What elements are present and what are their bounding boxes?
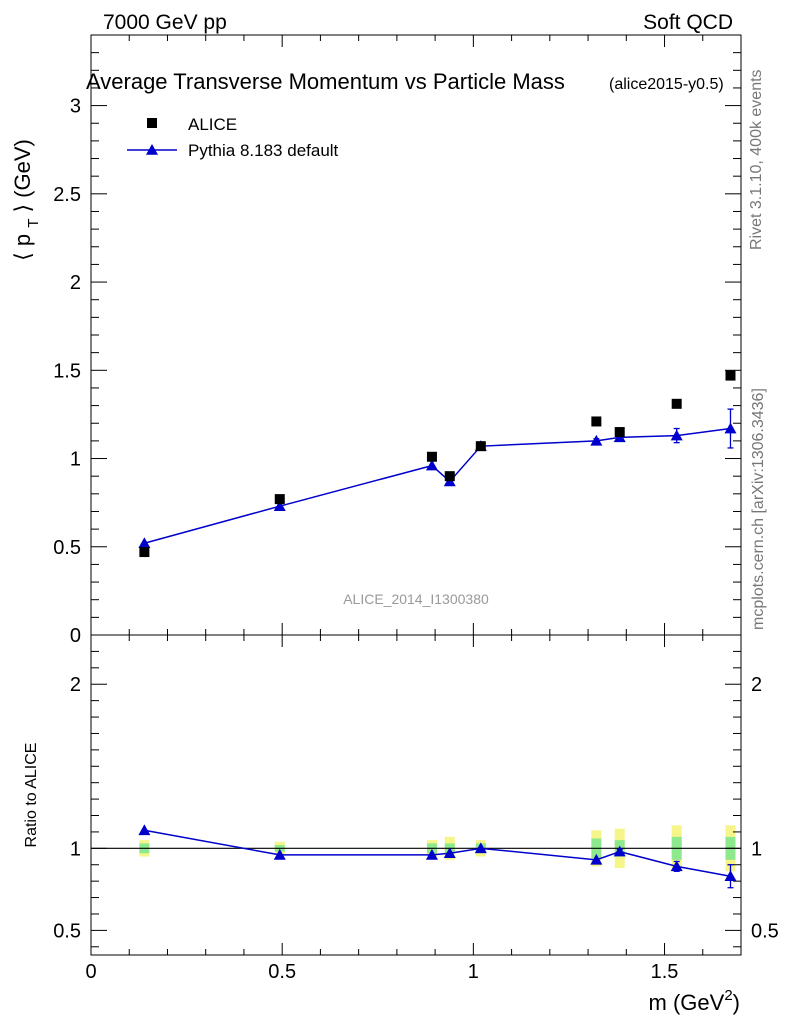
pythia-ratio-point <box>613 845 626 857</box>
ratio-plot-frame <box>90 634 742 956</box>
main-y-tick-label: 3 <box>70 96 81 118</box>
rivet-label: Rivet 3.1.10, 400k events <box>748 69 765 250</box>
x-tick-label: 1 <box>468 961 479 983</box>
alice-point <box>671 398 682 409</box>
main-y-tick-label: 2.5 <box>53 184 81 206</box>
main-y-tick-label: 1 <box>70 449 81 471</box>
alice-point <box>725 370 736 381</box>
main-panel: 0 0.5 1 1.5 2 2.5 3 ⟨ p T ⟩ (GeV) ALICE_2014_I… <box>10 34 742 647</box>
legend-pythia-marker <box>146 144 158 155</box>
ratio-y-axis-label: Ratio to ALICE <box>23 743 40 848</box>
legend-pythia-label: Pythia 8.183 default <box>188 141 339 160</box>
main-y-axis-label: ⟨ p T ⟩ (GeV) <box>10 139 42 261</box>
alice-point <box>139 547 150 558</box>
ratio-y-tick-label: 0.5 <box>53 920 81 942</box>
pythia-point <box>590 434 603 446</box>
site-label: mcplots.cern.ch [arXiv:1306.3436] <box>750 388 767 630</box>
pythia-ratio-line <box>144 829 731 877</box>
analysis-tag: (alice2015-y0.5) <box>609 76 724 93</box>
pythia-point <box>273 500 286 511</box>
watermark: ALICE_2014_I1300380 <box>343 591 489 607</box>
ratio-y-tick-labels: 0.5 0.5 1 1 2 2 <box>53 674 779 942</box>
main-y-tick-label: 0 <box>70 625 81 647</box>
energy-label: 7000 GeV pp <box>103 11 227 34</box>
x-tick-label: 0 <box>85 961 96 983</box>
ratio-y-tick-label-right: 2 <box>751 674 762 696</box>
ratio-y-tick-label-right: 1 <box>751 838 762 860</box>
legend-alice-marker <box>147 118 157 128</box>
legend: ALICE Pythia 8.183 default <box>127 115 339 160</box>
pythia-point <box>724 422 737 434</box>
alice-point <box>591 416 602 427</box>
main-y-tick-label: 1.5 <box>53 360 81 382</box>
chart-title: Average Transverse Momentum vs Particle … <box>86 69 565 94</box>
pythia-ratio-point <box>443 847 456 859</box>
ratio-series <box>138 824 737 889</box>
pythia-point <box>670 429 683 441</box>
pythia-ratio-point <box>273 848 286 860</box>
alice-point <box>426 451 437 462</box>
ratio-y-tick-label-right: 0.5 <box>751 920 779 942</box>
x-tick-label: 1.5 <box>651 961 679 983</box>
main-y-tick-labels: 0 0.5 1 1.5 2 2.5 3 <box>53 96 81 647</box>
pythia-line <box>144 427 731 544</box>
pythia-ratio-point <box>590 853 603 865</box>
ratio-axis-ticks <box>90 635 742 955</box>
alice-point <box>475 441 486 452</box>
main-series <box>138 370 737 558</box>
legend-alice-label: ALICE <box>188 115 237 134</box>
pythia-ratio-point <box>138 824 151 836</box>
pythia-ratio-point <box>670 860 683 872</box>
pythia-ratio-point <box>425 848 438 860</box>
category-label: Soft QCD <box>643 11 733 34</box>
ratio-panel: 0.5 0.51 12 2 0 0.5 1 1.5 Ratio to ALICE m (Ge… <box>23 634 779 1015</box>
ratio-y-tick-label: 1 <box>70 838 81 860</box>
main-y-tick-label: 0.5 <box>53 537 81 559</box>
alice-point <box>274 494 285 505</box>
main-y-tick-label: 2 <box>70 272 81 294</box>
pythia-point <box>425 459 438 471</box>
x-tick-label: 0.5 <box>268 961 296 983</box>
x-tick-labels: 0 0.5 1 1.5 <box>85 961 678 983</box>
alice-point <box>614 427 625 438</box>
pythia-ratio-point <box>724 870 737 882</box>
ratio-y-tick-label: 2 <box>70 674 81 696</box>
x-axis-label: m (GeV2) <box>649 987 740 1015</box>
pythia-point <box>138 537 151 549</box>
pythia-ratio-point <box>474 842 487 854</box>
alice-point <box>444 471 455 482</box>
